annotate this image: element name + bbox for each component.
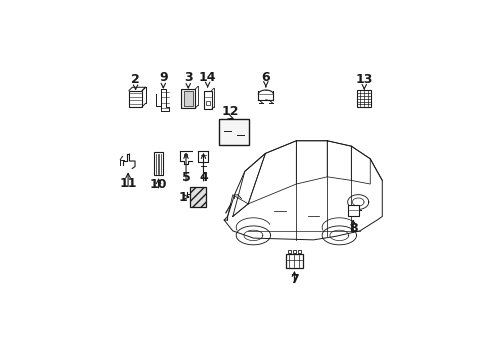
- Bar: [181, 89, 195, 108]
- Bar: [184, 91, 193, 106]
- Bar: [190, 186, 205, 207]
- Text: 6: 6: [261, 71, 269, 84]
- Bar: [285, 253, 303, 268]
- Bar: [356, 90, 371, 107]
- Text: 4: 4: [199, 171, 207, 184]
- Text: 2: 2: [131, 73, 140, 86]
- Text: 11: 11: [119, 177, 137, 190]
- Bar: [292, 250, 295, 253]
- Bar: [347, 205, 358, 216]
- Bar: [203, 91, 211, 109]
- Bar: [219, 119, 248, 145]
- Text: 1: 1: [178, 190, 187, 203]
- Bar: [297, 250, 300, 253]
- Text: 9: 9: [159, 71, 167, 84]
- Text: 14: 14: [199, 71, 216, 84]
- Text: 5: 5: [181, 171, 190, 184]
- Bar: [205, 100, 210, 105]
- Text: 3: 3: [183, 71, 192, 84]
- Text: 7: 7: [289, 273, 298, 286]
- Bar: [287, 250, 290, 253]
- Text: 13: 13: [355, 73, 372, 86]
- Bar: [154, 152, 163, 175]
- Bar: [129, 91, 142, 107]
- Text: 10: 10: [149, 178, 167, 191]
- Text: 8: 8: [348, 222, 357, 235]
- Text: 12: 12: [221, 105, 238, 118]
